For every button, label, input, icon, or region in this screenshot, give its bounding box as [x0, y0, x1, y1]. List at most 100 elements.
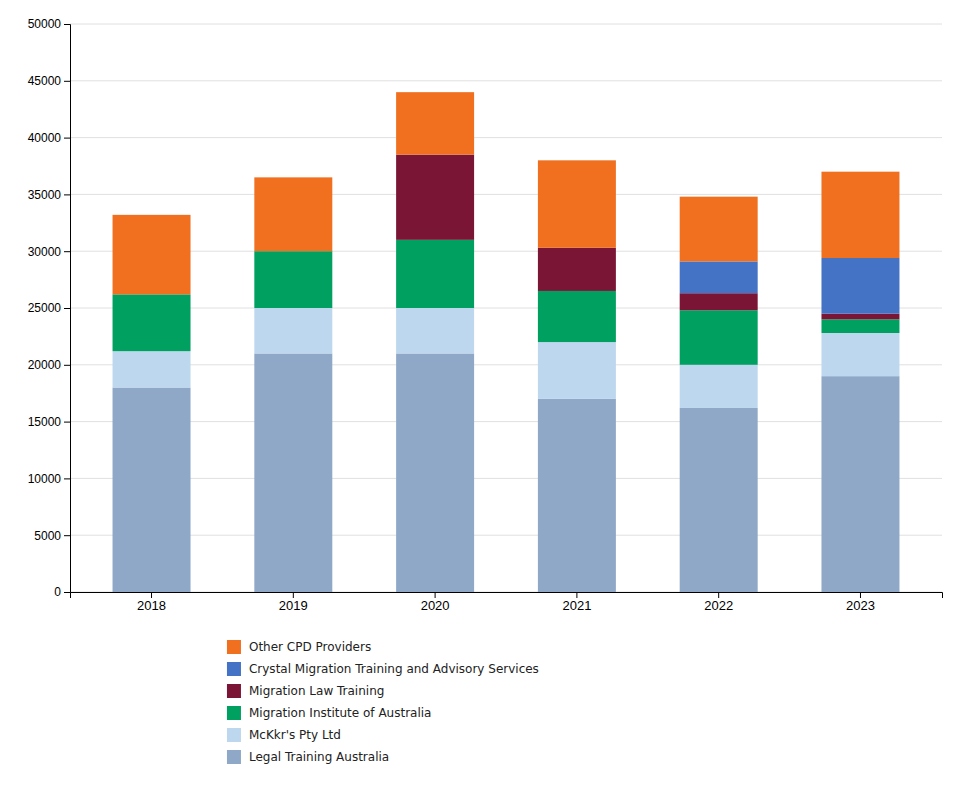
y-tick: 30000	[28, 245, 70, 259]
x-tick-label: 2022	[704, 598, 733, 613]
y-tick-label: 45000	[28, 74, 62, 88]
legend: Other CPD Providers Crystal Migration Tra…	[227, 640, 539, 764]
y-tick-label: 40000	[28, 131, 62, 145]
bars	[113, 92, 900, 592]
x-tick: 2022	[704, 592, 733, 613]
series	[113, 92, 900, 294]
y-tick-label: 10000	[28, 472, 62, 486]
legend-item: Legal Training Australia	[227, 750, 389, 764]
bar-segment	[821, 172, 899, 258]
series	[113, 240, 900, 365]
bar-segment	[821, 314, 899, 320]
y-tick: 5000	[34, 529, 70, 543]
chart: 0500010000150002000025000300003500040000…	[0, 0, 972, 807]
legend-label: McKkr's Pty Ltd	[249, 728, 341, 742]
bar-segment	[821, 333, 899, 376]
legend-label: Migration Law Training	[249, 684, 384, 698]
bar-segment	[821, 319, 899, 333]
grid-line	[70, 478, 942, 479]
legend-swatch	[227, 728, 241, 742]
bar-segment	[538, 291, 616, 342]
bar-segment	[396, 92, 474, 154]
grid-line	[70, 308, 942, 309]
series	[113, 353, 900, 592]
x-tick-mark	[151, 592, 152, 598]
x-tick-mark	[293, 592, 294, 598]
y-tick-mark	[64, 308, 70, 309]
series	[113, 308, 900, 408]
x-tick-label: 2018	[137, 598, 166, 613]
x-tick: 2020	[421, 592, 450, 613]
bar-segment	[113, 388, 191, 592]
bar-segment	[538, 399, 616, 592]
bar-segment	[396, 353, 474, 592]
bar-segment	[538, 342, 616, 399]
grid-line	[70, 80, 942, 81]
legend-label: Other CPD Providers	[249, 640, 371, 654]
legend-label: Crystal Migration Training and Advisory …	[249, 662, 539, 676]
y-tick: 35000	[28, 188, 70, 202]
x-tick-label: 2023	[846, 598, 875, 613]
x-tick: 2019	[279, 592, 308, 613]
x-tick-label: 2019	[279, 598, 308, 613]
y-tick: 40000	[28, 131, 70, 145]
x-tick-mark	[860, 592, 861, 598]
legend-swatch	[227, 750, 241, 764]
legend-item: Crystal Migration Training and Advisory …	[227, 662, 539, 676]
y-tick-label: 15000	[28, 415, 62, 429]
x-axis: 2018 2019 2020 2021 2022 2023	[71, 592, 943, 613]
x-tick: 2018	[137, 592, 166, 613]
legend-swatch	[227, 662, 241, 676]
y-tick-label: 5000	[34, 529, 61, 543]
y-tick-label: 35000	[28, 188, 62, 202]
grid-line	[70, 535, 942, 536]
legend-item: Migration Institute of Australia	[227, 706, 432, 720]
bar-segment	[113, 215, 191, 295]
x-tick: 2023	[846, 592, 875, 613]
bar-segment	[680, 365, 758, 408]
y-tick-mark	[64, 478, 70, 479]
bar-segment	[821, 376, 899, 592]
y-tick-label: 30000	[28, 245, 62, 259]
x-tick-label: 2020	[421, 598, 450, 613]
bar-segment	[680, 261, 758, 293]
bar-segment	[254, 251, 332, 308]
bar-segment	[680, 310, 758, 365]
series	[680, 258, 900, 314]
bar-segment	[254, 353, 332, 592]
bar-segment	[680, 197, 758, 262]
x-tick-label: 2021	[562, 598, 591, 613]
y-axis: 0500010000150002000025000300003500040000…	[28, 17, 71, 599]
legend-label: Migration Institute of Australia	[249, 706, 432, 720]
y-tick: 45000	[28, 74, 70, 88]
bar-segment	[538, 248, 616, 291]
bar-segment	[680, 293, 758, 310]
y-tick-mark	[64, 422, 70, 423]
grid-line	[70, 251, 942, 252]
y-tick-mark	[64, 24, 70, 25]
y-tick-label: 20000	[28, 358, 62, 372]
x-tick-mark	[435, 592, 436, 598]
bar-segment	[821, 258, 899, 314]
grid-line	[70, 24, 942, 25]
x-axis-line	[71, 593, 943, 599]
legend-item: Other CPD Providers	[227, 640, 371, 654]
plot: 0500010000150002000025000300003500040000…	[28, 17, 943, 613]
x-tick-mark	[576, 592, 577, 598]
y-tick-mark	[64, 138, 70, 139]
bar-segment	[254, 177, 332, 251]
y-tick-label: 25000	[28, 301, 62, 315]
legend-swatch	[227, 640, 241, 654]
bar-segment	[254, 308, 332, 353]
y-tick: 25000	[28, 301, 70, 315]
grid-line	[70, 421, 942, 422]
y-tick: 20000	[28, 358, 70, 372]
y-tick: 10000	[28, 472, 70, 486]
legend-swatch	[227, 684, 241, 698]
y-tick: 50000	[28, 17, 70, 31]
legend-label: Legal Training Australia	[249, 750, 389, 764]
y-tick-label: 50000	[28, 17, 62, 31]
y-tick-mark	[64, 535, 70, 536]
legend-swatch	[227, 706, 241, 720]
bar-segment	[396, 155, 474, 240]
